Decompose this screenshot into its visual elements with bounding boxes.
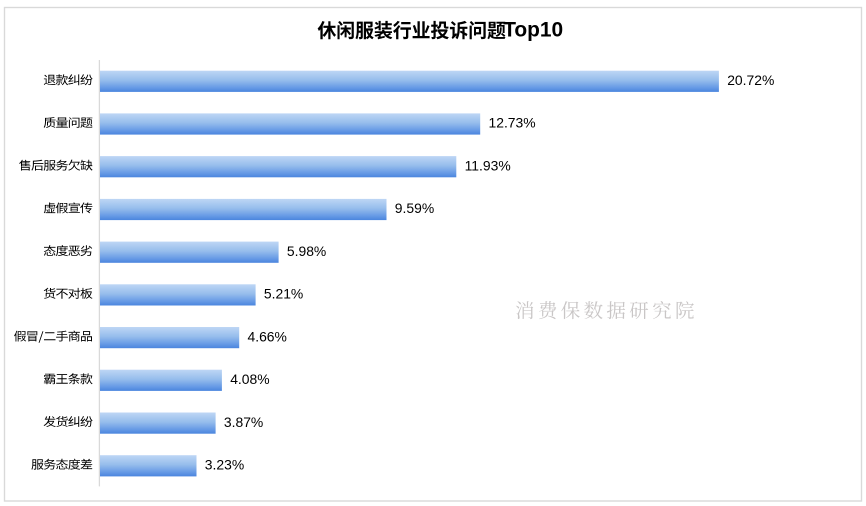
- svg-text:5.98%: 5.98%: [287, 243, 326, 259]
- svg-text:3.87%: 3.87%: [224, 414, 263, 430]
- svg-text:3.23%: 3.23%: [205, 457, 244, 473]
- svg-text:4.08%: 4.08%: [230, 371, 269, 387]
- svg-text:12.73%: 12.73%: [489, 115, 536, 131]
- svg-text:4.66%: 4.66%: [248, 328, 287, 344]
- svg-text:Top10: Top10: [503, 19, 563, 42]
- svg-text:5.21%: 5.21%: [264, 286, 303, 302]
- svg-text:9.59%: 9.59%: [395, 200, 434, 216]
- svg-text:20.72%: 20.72%: [727, 72, 774, 88]
- svg-text:11.93%: 11.93%: [465, 157, 511, 173]
